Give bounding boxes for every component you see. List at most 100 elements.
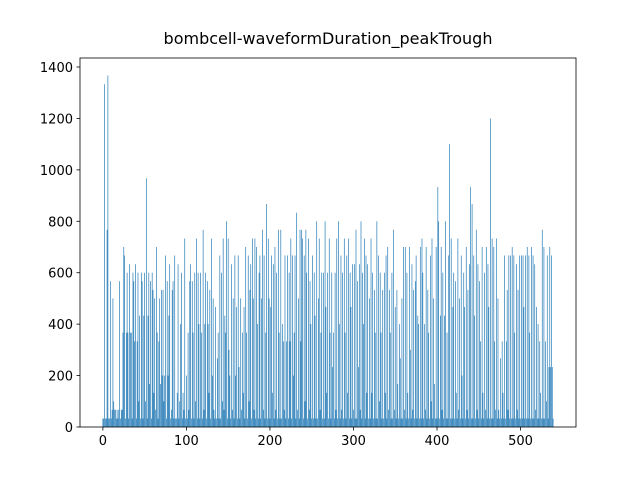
bar — [521, 418, 523, 427]
bar — [541, 418, 542, 427]
bar — [337, 418, 338, 427]
bar — [193, 418, 195, 427]
bar — [143, 315, 145, 427]
bar — [430, 401, 432, 427]
bar — [487, 264, 489, 427]
bar — [330, 418, 332, 427]
bar — [435, 247, 437, 427]
bar — [404, 247, 406, 427]
bar — [291, 418, 292, 427]
bar — [201, 332, 202, 427]
bar — [404, 409, 405, 427]
bar — [163, 401, 165, 427]
bar — [458, 409, 460, 427]
bar — [413, 289, 414, 427]
bar — [283, 409, 285, 427]
x-tick-label: 100 — [174, 434, 199, 449]
bar — [443, 418, 445, 427]
bar — [535, 409, 536, 427]
bar — [145, 178, 147, 427]
bar — [470, 187, 471, 427]
bar — [453, 272, 455, 427]
bar — [269, 418, 271, 427]
bar — [120, 409, 122, 427]
bar — [384, 392, 386, 427]
bar — [456, 418, 458, 427]
bar — [104, 84, 105, 427]
bar — [440, 315, 441, 427]
bar — [542, 418, 544, 427]
bar — [242, 332, 243, 427]
bar — [203, 409, 205, 427]
bar — [254, 238, 256, 427]
bar — [448, 255, 450, 427]
bar — [438, 221, 440, 427]
bar — [482, 392, 484, 427]
bar — [454, 418, 455, 427]
bar — [125, 332, 127, 427]
bar — [298, 418, 300, 427]
bar — [327, 272, 328, 427]
bar — [523, 306, 525, 427]
bar — [384, 272, 385, 427]
bar — [398, 418, 399, 427]
bar — [280, 229, 282, 427]
bar — [433, 298, 434, 427]
bar — [296, 212, 298, 427]
bar — [209, 289, 211, 427]
bar — [251, 418, 252, 427]
bar — [200, 272, 201, 427]
bar — [171, 289, 173, 427]
bar — [322, 418, 323, 427]
bar — [549, 247, 551, 427]
bar — [208, 392, 210, 427]
bar — [167, 375, 169, 427]
bar — [145, 401, 146, 427]
bar — [308, 409, 310, 427]
bar — [469, 264, 470, 427]
bar — [178, 418, 180, 427]
bar — [442, 272, 444, 427]
bar — [173, 418, 175, 427]
bar — [391, 272, 393, 427]
bar — [422, 272, 424, 427]
bar — [397, 384, 399, 427]
bar — [460, 418, 461, 427]
bar — [508, 255, 510, 427]
bar — [460, 255, 462, 427]
bar — [176, 392, 178, 427]
bar — [105, 418, 106, 427]
bar — [127, 332, 129, 427]
bar — [406, 272, 408, 427]
bar — [261, 298, 262, 427]
bar — [420, 418, 422, 427]
bar — [166, 281, 168, 427]
bar — [466, 409, 468, 427]
bar — [371, 392, 373, 427]
y-tick-label: 600 — [48, 267, 73, 282]
bar — [191, 281, 193, 427]
bar — [315, 418, 317, 427]
bar — [257, 324, 258, 427]
bar — [188, 409, 190, 427]
bar — [545, 341, 546, 427]
bar — [123, 247, 125, 427]
bar — [174, 255, 176, 427]
bar — [328, 418, 329, 427]
bar — [517, 289, 519, 427]
bar — [418, 324, 419, 427]
bar — [471, 204, 473, 427]
bar — [110, 281, 111, 427]
bar — [512, 418, 514, 427]
bar — [369, 418, 371, 427]
bar — [306, 272, 308, 427]
bar — [290, 238, 292, 427]
bar — [532, 255, 534, 427]
bar — [153, 392, 155, 427]
bar — [112, 298, 114, 427]
bar — [282, 324, 283, 427]
bar — [185, 418, 186, 427]
bar — [427, 289, 429, 427]
bar — [500, 418, 502, 427]
